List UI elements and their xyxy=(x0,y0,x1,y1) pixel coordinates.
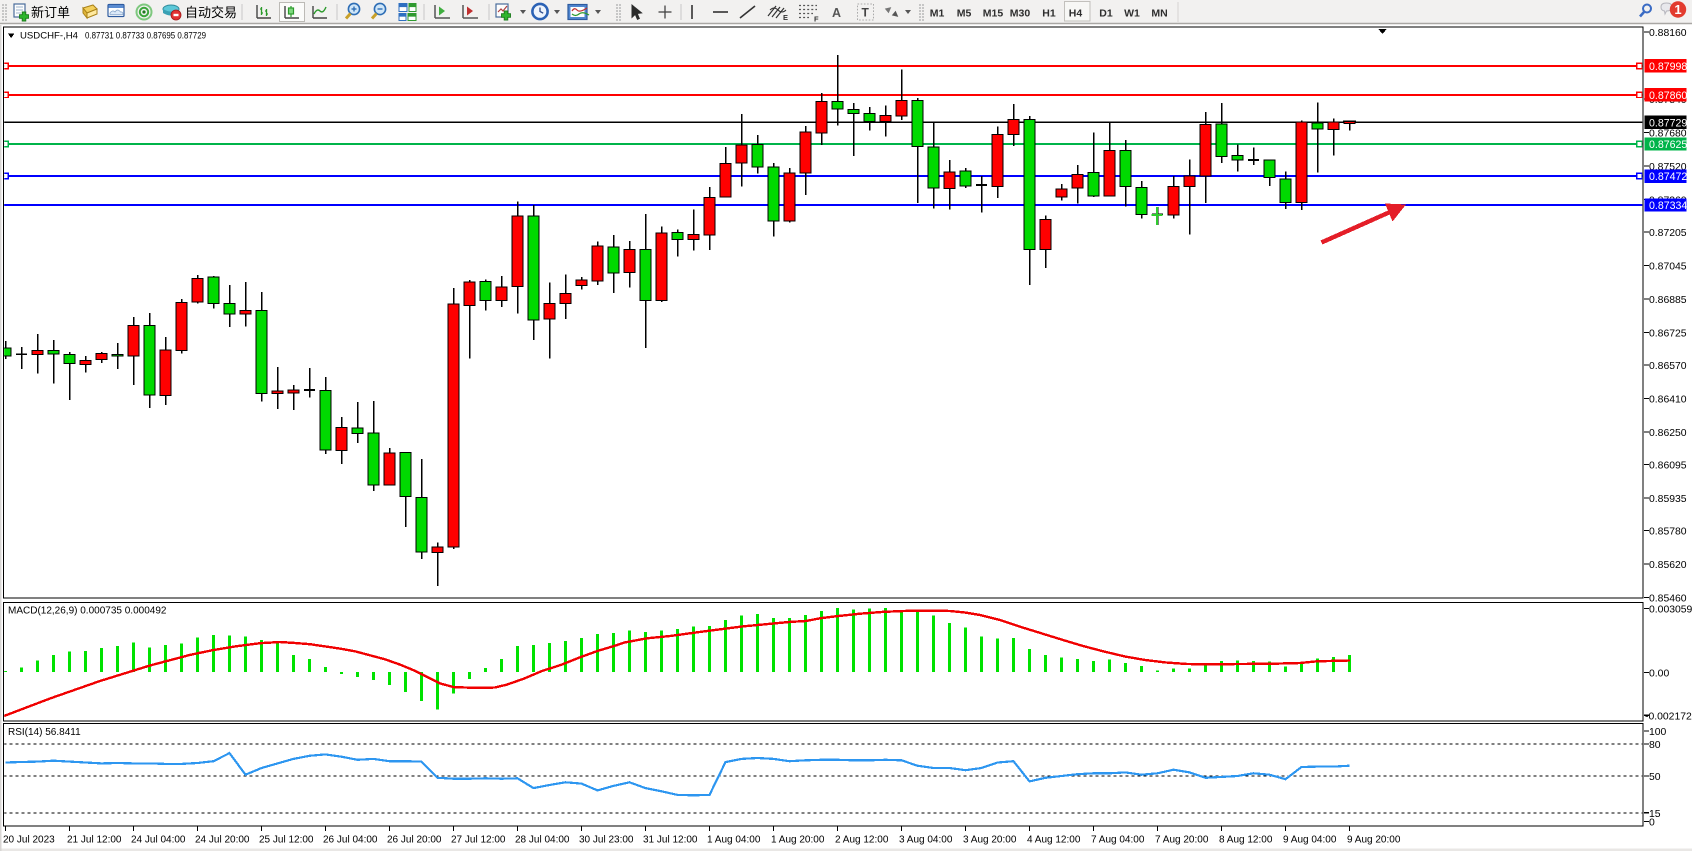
svg-text:20 Jul 2023: 20 Jul 2023 xyxy=(3,835,55,846)
svg-text:8 Aug 12:00: 8 Aug 12:00 xyxy=(1219,835,1273,846)
svg-text:M15: M15 xyxy=(983,8,1004,20)
svg-text:0.85620: 0.85620 xyxy=(1649,560,1687,571)
svg-text:0.87472: 0.87472 xyxy=(1649,171,1687,183)
svg-text:3 Aug 04:00: 3 Aug 04:00 xyxy=(899,835,953,846)
svg-text:RSI(14) 56.8411: RSI(14) 56.8411 xyxy=(8,727,81,738)
svg-text:0.85935: 0.85935 xyxy=(1649,494,1687,505)
svg-text:7 Aug 04:00: 7 Aug 04:00 xyxy=(1091,835,1145,846)
svg-text:3 Aug 20:00: 3 Aug 20:00 xyxy=(963,835,1017,846)
svg-text:0.87680: 0.87680 xyxy=(1649,129,1687,140)
svg-text:H1: H1 xyxy=(1042,8,1056,20)
svg-text:E: E xyxy=(783,13,788,22)
svg-text:9 Aug 04:00: 9 Aug 04:00 xyxy=(1283,835,1337,846)
svg-text:24 Jul 20:00: 24 Jul 20:00 xyxy=(195,835,250,846)
svg-text:0.87334: 0.87334 xyxy=(1649,200,1687,212)
svg-text:26 Jul 04:00: 26 Jul 04:00 xyxy=(323,835,378,846)
svg-text:0.85780: 0.85780 xyxy=(1649,527,1687,538)
svg-text:21 Jul 12:00: 21 Jul 12:00 xyxy=(67,835,122,846)
svg-text:USDCHF-,H4: USDCHF-,H4 xyxy=(20,30,78,41)
svg-text:0.87520: 0.87520 xyxy=(1649,162,1687,173)
svg-text:7 Aug 20:00: 7 Aug 20:00 xyxy=(1155,835,1209,846)
svg-text:0: 0 xyxy=(1649,818,1655,829)
svg-text:F: F xyxy=(814,15,819,24)
svg-text:1: 1 xyxy=(1674,2,1681,17)
svg-text:28 Jul 04:00: 28 Jul 04:00 xyxy=(515,835,570,846)
svg-text:27 Jul 12:00: 27 Jul 12:00 xyxy=(451,835,506,846)
svg-text:H4: H4 xyxy=(1069,8,1083,20)
svg-text:0.88160: 0.88160 xyxy=(1649,28,1687,39)
svg-text:A: A xyxy=(832,6,841,20)
svg-text:31 Jul 12:00: 31 Jul 12:00 xyxy=(643,835,698,846)
svg-text:0.87860: 0.87860 xyxy=(1649,90,1687,102)
svg-text:M5: M5 xyxy=(957,8,972,20)
svg-text:0.86250: 0.86250 xyxy=(1649,428,1687,439)
svg-text:15: 15 xyxy=(1649,809,1661,820)
svg-text:9 Aug 20:00: 9 Aug 20:00 xyxy=(1347,835,1401,846)
svg-text:25 Jul 12:00: 25 Jul 12:00 xyxy=(259,835,314,846)
svg-text:0.86570: 0.86570 xyxy=(1649,361,1687,372)
svg-text:-0.002172: -0.002172 xyxy=(1645,711,1692,722)
svg-text:0.87731 0.87733 0.87695 0.8772: 0.87731 0.87733 0.87695 0.87729 xyxy=(85,30,206,41)
svg-text:T: T xyxy=(862,6,870,20)
svg-text:新订单: 新订单 xyxy=(31,5,70,20)
svg-text:100: 100 xyxy=(1649,727,1667,738)
svg-text:M1: M1 xyxy=(930,8,945,20)
svg-text:30 Jul 23:00: 30 Jul 23:00 xyxy=(579,835,634,846)
svg-text:0.87205: 0.87205 xyxy=(1649,228,1687,239)
svg-text:M30: M30 xyxy=(1010,8,1031,20)
svg-text:D1: D1 xyxy=(1099,8,1113,20)
svg-text:W1: W1 xyxy=(1124,8,1140,20)
svg-text:0.003059: 0.003059 xyxy=(1649,605,1692,616)
svg-text:0.87045: 0.87045 xyxy=(1649,262,1687,273)
svg-text:0.87729: 0.87729 xyxy=(1649,117,1687,129)
svg-text:0.86410: 0.86410 xyxy=(1649,395,1687,406)
svg-text:26 Jul 20:00: 26 Jul 20:00 xyxy=(387,835,442,846)
svg-text:4 Aug 12:00: 4 Aug 12:00 xyxy=(1027,835,1081,846)
svg-text:50: 50 xyxy=(1649,772,1661,783)
svg-text:0.87625: 0.87625 xyxy=(1649,139,1687,151)
svg-text:80: 80 xyxy=(1649,740,1661,751)
svg-text:0.86725: 0.86725 xyxy=(1649,329,1687,340)
svg-text:1 Aug 04:00: 1 Aug 04:00 xyxy=(707,835,761,846)
svg-text:0.00: 0.00 xyxy=(1649,668,1669,679)
svg-text:0.86885: 0.86885 xyxy=(1649,295,1687,306)
svg-text:0.85460: 0.85460 xyxy=(1649,594,1687,605)
svg-text:24 Jul 04:00: 24 Jul 04:00 xyxy=(131,835,186,846)
svg-text:1 Aug 20:00: 1 Aug 20:00 xyxy=(771,835,825,846)
svg-text:MACD(12,26,9) 0.000735 0.00049: MACD(12,26,9) 0.000735 0.000492 xyxy=(8,606,167,617)
svg-text:0.86095: 0.86095 xyxy=(1649,461,1687,472)
svg-text:MN: MN xyxy=(1151,8,1167,20)
svg-text:自动交易: 自动交易 xyxy=(185,5,237,20)
svg-text:0.87998: 0.87998 xyxy=(1649,61,1687,73)
svg-text:2 Aug 12:00: 2 Aug 12:00 xyxy=(835,835,889,846)
